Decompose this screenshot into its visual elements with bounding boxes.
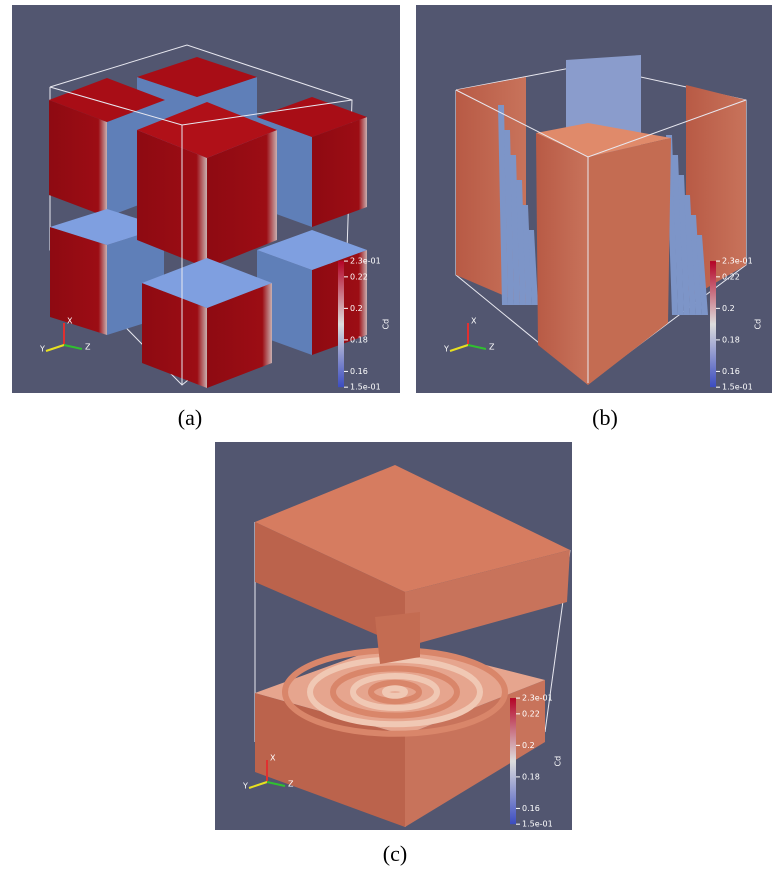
cube-top-face [50, 209, 164, 245]
cube-top-face [49, 78, 165, 122]
axis-label: Y [39, 345, 45, 354]
ring [350, 673, 440, 711]
neck [375, 612, 420, 664]
colorbar-tick-label: 0.2 [350, 304, 363, 313]
panel: 2.3e-01 0.22 0.2 0.18 0.16 1.5e-01 Cd X Y Z [416, 5, 772, 393]
axis-arrow [63, 344, 83, 350]
panel-label: (a) [178, 405, 202, 430]
axis-label: Z [288, 780, 294, 789]
cube-left-face [142, 283, 207, 388]
colorbar-tick-label: 0.22 [350, 272, 368, 281]
ring [382, 685, 408, 699]
colorbar-tick-label: 1.5e-01 [722, 383, 753, 392]
interface-strip [684, 195, 696, 315]
axis-arrow [45, 344, 65, 352]
panel: 2.3e-01 0.22 0.2 0.18 0.16 1.5e-01 Cd X Y Z [215, 442, 572, 830]
colorbar-tick-label: 0.2 [722, 304, 735, 313]
cube-left-face [137, 130, 207, 268]
ring [368, 679, 422, 705]
cube-right-face [207, 283, 272, 388]
pillar-face [536, 133, 588, 385]
axis-label: Z [85, 343, 91, 352]
cube-top-face [142, 258, 272, 308]
interface-strip [510, 155, 520, 305]
colorbar-title: Cd [382, 319, 391, 330]
colorbar [710, 261, 716, 388]
interface-strip [690, 215, 702, 315]
colorbar-tick-label: 2.3e-01 [722, 257, 753, 266]
panel-label: (c) [383, 841, 407, 866]
interface-strip [504, 130, 514, 305]
axis-label: X [471, 317, 477, 326]
cube-left-face [50, 227, 107, 335]
axis-arrow [266, 781, 286, 787]
axis-label: X [270, 754, 276, 763]
interface-strip [528, 230, 538, 305]
axis-arrow [467, 344, 487, 350]
interface-strip [522, 205, 532, 305]
interface-strip [678, 175, 690, 315]
cube-top-face [137, 57, 257, 97]
pillar-face [588, 138, 671, 385]
panel: 2.3e-01 0.22 0.2 0.18 0.16 1.5e-01 Cd X Y Z [12, 5, 400, 393]
interface-strip [696, 235, 708, 315]
colorbar-tick-label: 0.22 [722, 272, 740, 281]
interface-strip [498, 105, 508, 305]
slab-face [405, 550, 570, 647]
cube-top-face [257, 97, 367, 137]
colorbar-title: Cd [754, 319, 763, 330]
axis-arrow [449, 344, 469, 352]
colorbar-tick-label: 0.16 [522, 804, 540, 813]
colorbar-tick-label: 0.18 [350, 335, 368, 344]
axis-arrow [248, 781, 268, 789]
slab-top [255, 465, 570, 592]
colorbar-tick-label: 0.16 [722, 367, 740, 376]
interface-strip [672, 155, 684, 315]
colorbar [338, 261, 344, 388]
colorbar-title: Cd [554, 756, 563, 767]
colorbar-tick-label: 1.5e-01 [522, 820, 553, 829]
colorbar-tick-label: 1.5e-01 [350, 383, 381, 392]
slab-face [255, 693, 405, 827]
interface-strip [516, 180, 526, 305]
axis-label: Z [489, 343, 495, 352]
cube-right-face [312, 117, 367, 227]
axis-label: Y [443, 345, 449, 354]
colorbar-tick-label: 0.16 [350, 367, 368, 376]
slab-face [255, 522, 405, 647]
axis-label: Y [242, 782, 248, 791]
cube-top-face [257, 230, 367, 270]
cube-left-face [49, 100, 107, 217]
colorbar-tick-label: 0.22 [522, 709, 540, 718]
colorbar-tick-label: 0.18 [522, 772, 540, 781]
colorbar [510, 698, 516, 825]
cube-right-face [207, 130, 277, 268]
pillar-top [536, 123, 671, 157]
panel-label: (b) [592, 405, 618, 430]
colorbar-tick-label: 2.3e-01 [350, 257, 381, 266]
ring [330, 665, 460, 719]
axis-label: X [67, 317, 73, 326]
colorbar-tick-label: 0.2 [522, 741, 535, 750]
colorbar-tick-label: 2.3e-01 [522, 694, 553, 703]
colorbar-tick-label: 0.18 [722, 335, 740, 344]
